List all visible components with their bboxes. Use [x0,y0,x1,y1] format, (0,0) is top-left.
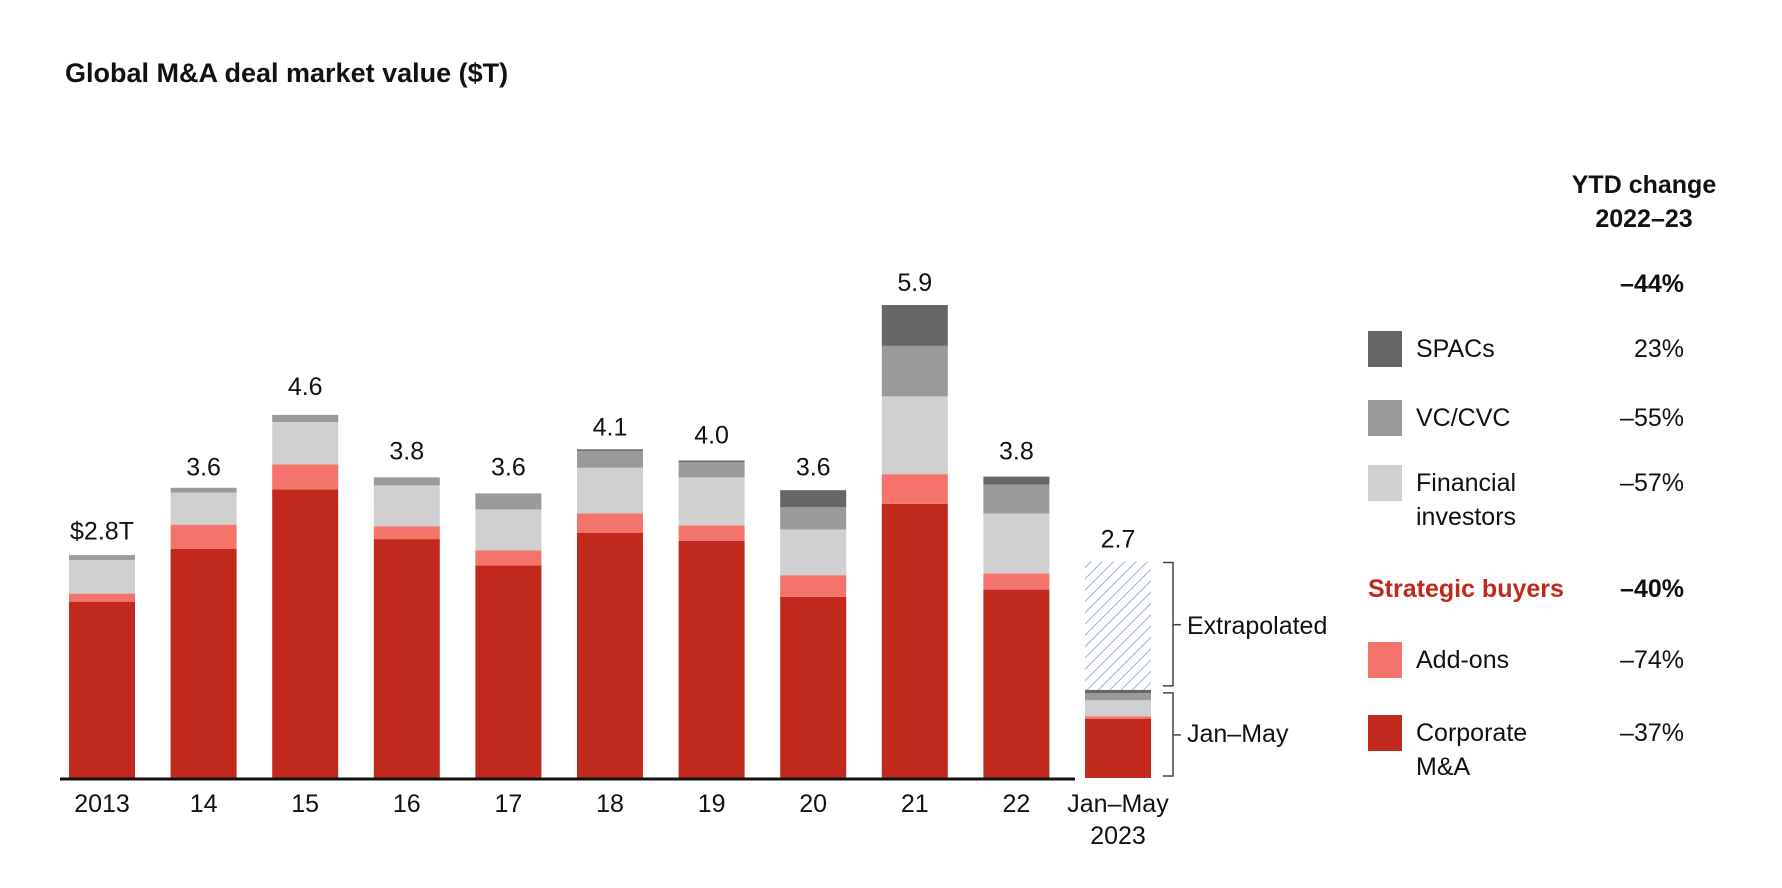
legend-label: Add-ons [1416,646,1510,674]
total-label: 5.9 [897,269,932,297]
bar-segment [373,485,440,527]
bar-segment [983,513,1050,574]
bar-segment [983,589,1050,778]
legend-swatch [1368,400,1402,436]
bar-segment [881,345,948,397]
bar-segment [170,492,237,525]
bar-segment [272,414,339,423]
group-change: –40% [1620,575,1684,603]
total-label: 3.6 [796,453,831,481]
legend-change: –74% [1620,646,1684,674]
bar-segment [475,509,542,551]
bar-segment [678,540,745,778]
total-label: 4.6 [288,373,323,401]
bar-segment [1085,689,1151,694]
bar-segment [475,493,542,510]
bar-segment [69,559,135,594]
bar-segment [1085,718,1151,778]
bar-segment [780,575,847,597]
bar-segment [577,532,643,778]
ytd-label: Jan–May [1187,719,1289,748]
legend-change: –37% [1620,719,1684,747]
chart-title: Global M&A deal market value ($T) [65,58,509,88]
bar-segment [881,474,948,504]
bar-segment [881,305,948,346]
bar-segment [1085,693,1151,701]
legend-label: Corporate M&A [1416,719,1528,781]
bar-segment [780,596,847,778]
x-tick-label: 15 [291,790,320,818]
total-label: 2.7 [1101,526,1136,554]
bar-segment [881,396,948,475]
legend-change: –57% [1620,469,1684,497]
legend-swatch [1368,715,1402,751]
bar-segment [983,573,1050,590]
legend-label: SPACs [1416,335,1495,363]
bar-segment [983,484,1050,514]
x-tick-label: 17 [494,790,523,818]
legend-swatch [1368,642,1402,678]
bar-segment [373,539,440,778]
extrapolated-segment [1085,561,1151,690]
bar-segment [678,460,745,463]
bar-segment [272,464,339,490]
total-label: 3.8 [999,437,1034,465]
bar-segment [272,489,339,778]
total-label: 4.0 [694,421,729,449]
x-tick-label: 2013 [74,790,130,818]
bar-segment [678,462,745,478]
bar-segment [1085,700,1151,717]
x-tick-label: 22 [1002,790,1031,818]
legend-label: VC/CVC [1416,404,1511,432]
total-label: $2.8T [70,518,134,546]
total-label: 3.8 [389,437,424,465]
x-tick-label: 21 [900,790,929,818]
bar-segment [780,529,847,576]
group-name: Strategic buyers [1368,575,1564,603]
bar-segment [983,476,1050,485]
bar-segment [69,555,135,560]
total-change: –44% [1620,270,1684,298]
total-label: 3.6 [186,453,221,481]
x-tick-label: 19 [697,790,726,818]
bar-segment [780,490,847,508]
bar-segment [170,524,237,549]
bar-segment [577,513,643,533]
x-tick-label: 14 [189,790,218,818]
legend-change: –55% [1620,404,1684,432]
legend-swatch [1368,465,1402,501]
bar-segment [1085,716,1151,719]
bar-segment [475,550,542,566]
legend-change: 23% [1633,335,1684,363]
bar-segment [678,477,745,526]
bar-segment [69,601,135,778]
legend-swatch [1368,331,1402,367]
bar-segment [678,525,745,541]
bar-segment [170,487,237,493]
extrapolated-label: Extrapolated [1187,611,1328,640]
extrapolated-bracket [1163,561,1174,687]
x-tick-label: 20 [799,790,828,818]
bar-segment [272,422,339,465]
x-tick-label: Jan–May 2023 [1067,790,1169,850]
bar-segment [577,449,643,451]
total-label: 3.6 [491,453,526,481]
bar-segment [373,477,440,486]
bar-segment [780,507,847,530]
ytd-header: YTD change 2022–23 [1571,171,1717,233]
bar-segment [577,450,643,468]
bar-segment [170,548,237,778]
total-label: 4.1 [593,413,628,441]
bar-segment [69,593,135,602]
legend-label: Financial investors [1416,469,1517,531]
bar-segment [475,565,542,778]
bar-segment [577,467,643,514]
ytd-bracket [1163,692,1174,777]
bar-segment [881,503,948,778]
x-tick-label: 16 [392,790,421,818]
bar-segment [373,526,440,540]
x-tick-label: 18 [596,790,624,818]
